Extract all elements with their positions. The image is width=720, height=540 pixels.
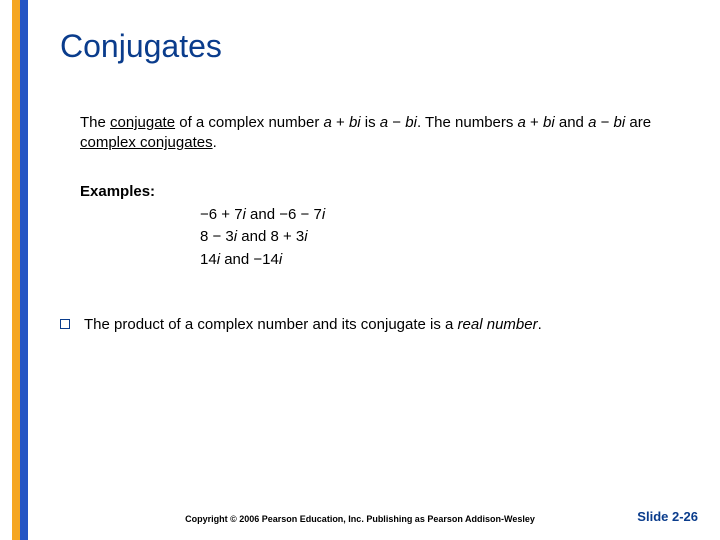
def-part6: are bbox=[625, 114, 651, 131]
examples-label: Examples: bbox=[80, 182, 680, 202]
bullet-item: The product of a complex number and its … bbox=[60, 315, 680, 335]
def-term-conjugate: conjugate bbox=[110, 114, 175, 131]
bullet-box-icon bbox=[60, 319, 70, 329]
example-line-1: −6 + 7i and −6 − 7i bbox=[200, 204, 680, 227]
ex2-mid: and bbox=[237, 228, 270, 245]
copyright-text: Copyright © 2006 Pearson Education, Inc.… bbox=[0, 514, 720, 524]
def-minus2: − bbox=[596, 114, 613, 131]
examples-block: Examples: −6 + 7i and −6 − 7i 8 − 3i and… bbox=[80, 182, 680, 272]
bullet-emph: real number bbox=[458, 316, 538, 333]
def-var-bi4: bi bbox=[614, 114, 626, 131]
ex1-lhs: −6 + 7 bbox=[200, 206, 243, 223]
ex1-mid: and bbox=[246, 206, 279, 223]
def-part5: and bbox=[555, 114, 588, 131]
ex1-rhs-i: i bbox=[322, 206, 325, 223]
ex2-rhs-i: i bbox=[304, 228, 307, 245]
def-part2: of a complex number bbox=[175, 114, 323, 131]
def-part1: The bbox=[80, 114, 110, 131]
def-var-a1: a bbox=[323, 114, 331, 131]
ex3-rhs: −14 bbox=[253, 251, 278, 268]
def-var-bi2: bi bbox=[405, 114, 417, 131]
def-var-a2: a bbox=[380, 114, 388, 131]
bullet-text: The product of a complex number and its … bbox=[84, 315, 542, 335]
slide-content: Conjugates The conjugate of a complex nu… bbox=[60, 28, 680, 336]
ex3-lhs: 14 bbox=[200, 251, 217, 268]
ex3-rhs-i: i bbox=[279, 251, 282, 268]
stripe-blue bbox=[20, 0, 28, 540]
ex3-mid: and bbox=[220, 251, 253, 268]
def-part7: . bbox=[213, 134, 217, 151]
def-plus2: + bbox=[526, 114, 543, 131]
left-accent-stripe bbox=[0, 0, 30, 540]
def-part3: is bbox=[361, 114, 380, 131]
def-term-complex-conjugates: complex conjugates bbox=[80, 134, 213, 151]
def-var-bi1: bi bbox=[349, 114, 361, 131]
footer: Copyright © 2006 Pearson Education, Inc.… bbox=[0, 514, 720, 524]
bullet-part1: The product of a complex number and its … bbox=[84, 316, 458, 333]
example-line-2: 8 − 3i and 8 + 3i bbox=[200, 226, 680, 249]
ex2-lhs: 8 − 3 bbox=[200, 228, 234, 245]
definition-text: The conjugate of a complex number a + bi… bbox=[80, 113, 680, 154]
def-var-a3: a bbox=[518, 114, 526, 131]
def-var-bi3: bi bbox=[543, 114, 555, 131]
example-line-3: 14i and −14i bbox=[200, 249, 680, 272]
ex2-rhs: 8 + 3 bbox=[271, 228, 305, 245]
bullet-part2: . bbox=[538, 316, 542, 333]
stripe-orange bbox=[12, 0, 20, 540]
def-minus1: − bbox=[388, 114, 405, 131]
def-plus1: + bbox=[332, 114, 349, 131]
slide-number: Slide 2-26 bbox=[637, 509, 698, 524]
def-part4: . The numbers bbox=[417, 114, 518, 131]
slide-title: Conjugates bbox=[60, 28, 680, 65]
ex1-rhs: −6 − 7 bbox=[279, 206, 322, 223]
